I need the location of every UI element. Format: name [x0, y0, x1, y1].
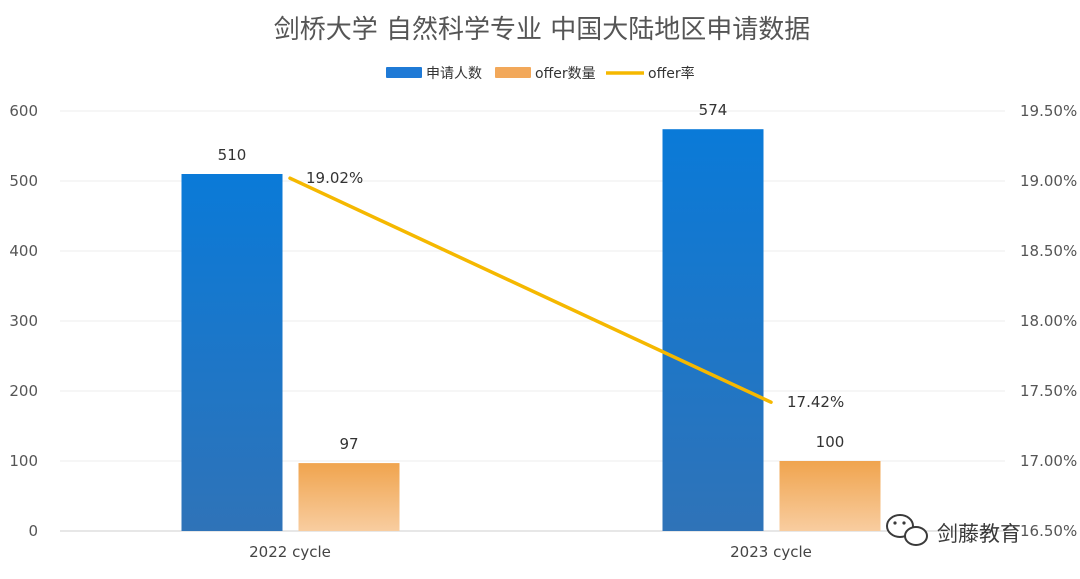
y-left-tick-label: 500	[9, 172, 38, 190]
bar-offers	[298, 463, 400, 531]
watermark-text: 剑藤教育	[937, 522, 1021, 546]
legend-label: 申请人数	[426, 66, 482, 82]
x-axis: 2022 cycle 2023 cycle	[249, 543, 812, 561]
legend: 申请人数 offer数量 offer率	[386, 65, 695, 82]
x-tick-label: 2022 cycle	[249, 543, 331, 561]
chart-title: 剑桥大学 自然科学专业 中国大陆地区申请数据	[274, 15, 811, 45]
bars	[181, 129, 881, 531]
y-right-tick-label: 17.50%	[1020, 382, 1077, 400]
y-right-tick-label: 18.00%	[1020, 312, 1077, 330]
y-axis-right: 16.50% 17.00% 17.50% 18.00% 18.50% 19.00% 19.5…	[1020, 102, 1077, 540]
y-right-tick-label: 17.00%	[1020, 452, 1077, 470]
wechat-icon	[886, 514, 928, 546]
y-right-tick-label: 19.50%	[1020, 102, 1077, 120]
legend-label: offer率	[648, 65, 695, 82]
rate-data-label: 19.02%	[306, 169, 363, 187]
data-labels: 510 574 97 100 19.02% 17.42%	[218, 101, 845, 453]
y-right-tick-label: 19.00%	[1020, 172, 1077, 190]
y-left-tick-label: 200	[9, 382, 38, 400]
bar-data-label: 97	[339, 435, 358, 453]
rate-line	[288, 176, 773, 404]
y-left-tick-label: 600	[9, 102, 38, 120]
bar-offers	[779, 461, 881, 531]
bar-data-label: 510	[218, 146, 247, 164]
y-axis-left: 0 100 200 300 400 500 600	[9, 102, 38, 540]
y-right-tick-label: 18.50%	[1020, 242, 1077, 260]
bar-data-label: 574	[699, 101, 728, 119]
legend-label: offer数量	[535, 66, 596, 82]
y-left-tick-label: 400	[9, 242, 38, 260]
x-tick-label: 2023 cycle	[730, 543, 812, 561]
y-right-tick-label: 16.50%	[1020, 522, 1077, 540]
y-left-tick-label: 300	[9, 312, 38, 330]
legend-swatch	[386, 67, 422, 78]
bar-applicants	[662, 129, 764, 531]
rate-data-label: 17.42%	[787, 393, 844, 411]
rate-line-path	[288, 176, 773, 404]
bar-data-label: 100	[816, 433, 845, 451]
y-left-tick-label: 0	[28, 522, 38, 540]
watermark: 剑藤教育	[886, 514, 1021, 546]
y-left-tick-label: 100	[9, 452, 38, 470]
bar-applicants	[181, 174, 283, 531]
legend-swatch	[495, 67, 531, 78]
